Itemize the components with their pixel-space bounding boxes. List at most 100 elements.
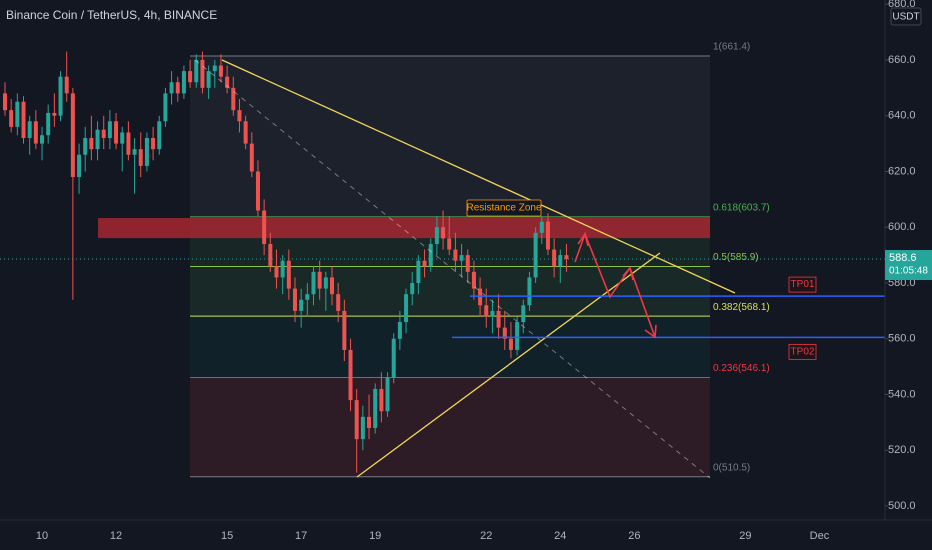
candle-body xyxy=(527,277,532,306)
candle-body xyxy=(206,71,211,88)
candle-body xyxy=(188,71,193,83)
resistance-label-box xyxy=(466,199,542,217)
lower-trendline xyxy=(356,252,661,478)
candle-body xyxy=(515,322,520,350)
candle-body xyxy=(255,171,260,211)
candle-body xyxy=(21,101,26,139)
candle-body xyxy=(330,277,335,295)
candles xyxy=(3,51,569,473)
current-price-box xyxy=(885,250,932,281)
candle-body xyxy=(126,132,131,155)
candle-body xyxy=(163,93,168,122)
candle-body xyxy=(194,59,199,83)
candle-body xyxy=(83,138,88,155)
x-tick-label: 24 xyxy=(554,530,566,542)
candle-body xyxy=(385,377,390,412)
candle-body xyxy=(441,227,446,239)
candle-body xyxy=(502,327,507,339)
x-tick-label: 15 xyxy=(221,530,233,542)
candle-body xyxy=(348,349,353,401)
candle-body xyxy=(552,249,557,267)
candle-body xyxy=(151,138,156,150)
candle-body xyxy=(225,76,230,88)
arrow-head xyxy=(577,232,589,247)
y-tick-label: 620.0 xyxy=(888,165,916,177)
candle-body xyxy=(3,93,7,111)
candle-body xyxy=(484,305,489,317)
currency-button[interactable] xyxy=(890,7,922,26)
candle-body xyxy=(478,288,483,306)
projection-path xyxy=(574,231,656,338)
candle-body xyxy=(354,400,359,440)
y-tick-label: 540.0 xyxy=(888,388,916,400)
candle-body xyxy=(422,260,427,267)
diagonal-dashed xyxy=(194,59,711,479)
candle-body xyxy=(434,227,439,244)
candle-body xyxy=(533,232,538,278)
x-tick-label: 19 xyxy=(369,530,381,542)
candle-body xyxy=(200,59,205,88)
candle-body xyxy=(89,138,94,150)
candle-body xyxy=(305,294,310,300)
candle-body xyxy=(404,294,409,323)
candle-body xyxy=(508,338,513,350)
candle-body xyxy=(360,416,365,440)
candle-body xyxy=(212,65,217,72)
fib-zone xyxy=(190,316,710,378)
candle-body xyxy=(95,129,100,150)
candle-body xyxy=(323,277,328,289)
candle-body xyxy=(274,266,279,278)
candle-body xyxy=(539,221,544,233)
fib-label: 1(661.4) xyxy=(713,42,750,53)
candle-body xyxy=(280,260,285,278)
candle-body xyxy=(490,310,495,317)
candle-body xyxy=(169,82,174,94)
target-label: TP01 xyxy=(791,279,815,290)
resistance-zone xyxy=(98,218,710,239)
x-tick-label: 29 xyxy=(739,530,751,542)
candle-body xyxy=(410,283,415,295)
candle-body xyxy=(299,299,304,311)
candle-body xyxy=(52,112,57,116)
x-tick-label: 17 xyxy=(295,530,307,542)
candle-body xyxy=(317,271,322,289)
y-tick-label: 680.0 xyxy=(888,0,916,10)
candle-body xyxy=(336,294,341,311)
target-label-box xyxy=(788,276,817,293)
x-tick-label: 26 xyxy=(628,530,640,542)
candle-body xyxy=(114,121,119,144)
countdown-label: 01:05:48 xyxy=(889,266,928,277)
candle-body xyxy=(564,255,569,260)
candle-body xyxy=(9,110,14,127)
candle-body xyxy=(40,135,45,144)
y-tick-label: 500.0 xyxy=(888,500,916,512)
candle-body xyxy=(101,129,106,139)
candle-body xyxy=(391,338,396,378)
x-tick-label: 10 xyxy=(36,530,48,542)
x-tick-label: 12 xyxy=(110,530,122,542)
currency-label: USDT xyxy=(892,12,919,23)
fib-label: 0.5(585.9) xyxy=(713,252,759,263)
y-tick-label: 600.0 xyxy=(888,221,916,233)
candle-body xyxy=(58,76,63,116)
candle-body xyxy=(268,243,273,267)
candle-body xyxy=(120,132,125,144)
candle-body xyxy=(33,121,38,144)
candle-body xyxy=(311,271,316,295)
fib-zone xyxy=(190,377,710,477)
candle-body xyxy=(465,255,470,272)
candle-body xyxy=(218,65,223,77)
candle-body xyxy=(64,76,69,94)
upper-trendline xyxy=(221,59,736,294)
candle-body xyxy=(397,322,402,339)
fib-label: 0.382(568.1) xyxy=(713,302,770,313)
candle-body xyxy=(342,310,347,350)
target-label-box xyxy=(788,343,817,360)
candle-body xyxy=(144,138,149,166)
current-price-label: 588.6 xyxy=(889,252,917,264)
candle-body xyxy=(428,243,433,267)
candle-body xyxy=(138,149,143,166)
